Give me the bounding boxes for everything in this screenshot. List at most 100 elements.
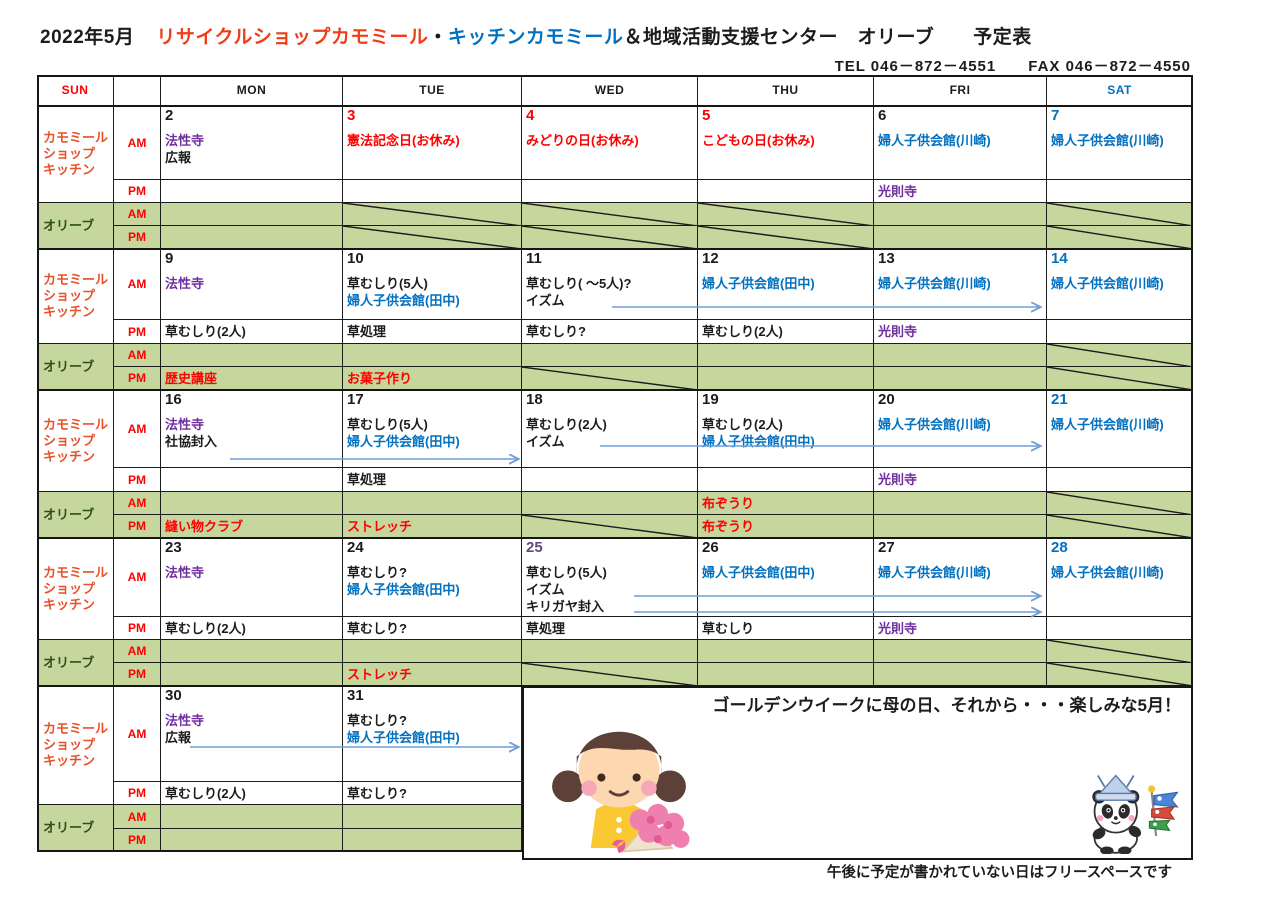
olive-am-cell-thu-w2 [698, 344, 874, 367]
pm-cell-tue-w4: 草むしり? [343, 617, 522, 640]
day-number: 30 [165, 687, 182, 704]
am-entry: 婦人子供会館(田中) [702, 565, 815, 580]
am-label-w5: AM [114, 686, 161, 782]
am-cell-wed-w2: 11 草むしり( ～5人)? イズム [522, 249, 698, 320]
day-number: 5 [702, 107, 711, 124]
pm-cell-thu-w1 [698, 180, 874, 203]
day-number: 11 [526, 250, 542, 267]
week-separator-line [37, 389, 1193, 391]
day-number: 23 [165, 539, 182, 556]
olive-row-label-w3: オリーブ [37, 492, 114, 538]
header-ampm [114, 75, 161, 106]
am-entry: 草むしり( ～5人)? [526, 276, 632, 291]
olive-am-cell-fri-w3 [874, 492, 1047, 515]
day-number: 28 [1051, 539, 1068, 556]
closed-diagonal [1047, 226, 1192, 248]
pm-entry: 光則寺 [878, 183, 918, 199]
day-number: 7 [1051, 107, 1060, 124]
olive-row-label-w5: オリーブ [37, 805, 114, 852]
day-number: 24 [347, 539, 364, 556]
olive-pm-cell-thu-w2 [698, 367, 874, 390]
olive-am-cell-tue-w3 [343, 492, 522, 515]
pm-entry: 草むしり(2人) [165, 620, 246, 636]
week-separator-line [37, 537, 1193, 539]
title-dot: ・ [428, 27, 448, 48]
am-cell-fri-w3: 20 婦人子供会館(川崎) [874, 390, 1047, 468]
pm-entry: 光則寺 [878, 620, 918, 636]
olive-am-cell-tue-w2 [343, 344, 522, 367]
title-rest: ＆地域活動支援センター オリーブ 予定表 [623, 27, 1032, 48]
olive-pm-cell-wed-w2 [522, 367, 698, 390]
olive-pm-cell-mon-w4 [161, 663, 343, 686]
am-cell-fri-w1: 6 婦人子供会館(川崎) [874, 106, 1047, 180]
pm-cell-tue-w1 [343, 180, 522, 203]
olive-am-cell-tue-w4 [343, 640, 522, 663]
page-title: 2022年5月 リサイクルショップカモミール・キッチンカモミール＆地域活動支援セン… [40, 22, 1032, 49]
pm-entry: 草処理 [347, 324, 387, 339]
am-entry: 広報 [165, 730, 192, 745]
title-yearmonth: 2022年5月 [40, 27, 135, 48]
am-cell-mon-w2: 9 法性寺 [161, 249, 343, 320]
am-cell-mon-w4: 23 法性寺 [161, 538, 343, 617]
am-entry: イズム [526, 434, 565, 449]
week-separator-line [37, 105, 1193, 107]
panda-with-kabuto-helmet-and-koinobori-illustration [1092, 774, 1179, 854]
am-cell-tue-w3: 17 草むしり(5人) 婦人子供会館(田中) [343, 390, 522, 468]
olive-pm-cell-mon-w1 [161, 226, 343, 249]
am-entry: イズム [526, 582, 565, 597]
pm-entry: 草むしり(2人) [702, 324, 783, 339]
olive-am-cell-thu-w4 [698, 640, 874, 663]
pm-label-w4: PM [114, 617, 161, 640]
am-cell-sat-w2: 14 婦人子供会館(川崎) [1047, 249, 1193, 320]
am-entry: 法性寺 [165, 417, 205, 432]
day-number: 27 [878, 539, 895, 556]
pm-entry: 草むしり? [347, 620, 407, 636]
am-label-w1: AM [114, 106, 161, 180]
kamomile-row-label-w3: カモミール ショップ キッチン [37, 390, 114, 492]
am-cell-thu-w3: 19 草むしり(2人) 婦人子供会館(田中) [698, 390, 874, 468]
olive-pm-cell-fri-w2 [874, 367, 1047, 390]
title-shop-name: リサイクルショップカモミール [156, 27, 429, 48]
olive-am-cell-sat-w2 [1047, 344, 1193, 367]
olive-pm-cell-sat-w2 [1047, 367, 1193, 390]
olive-pm-cell-fri-w3 [874, 515, 1047, 538]
footer-illustration-box: ゴールデンウイークに母の日、それから・・・楽しみな5月！ [522, 686, 1193, 860]
olive-pm-entry: ストレッチ [347, 666, 413, 682]
pm-cell-mon-w2: 草むしり(2人) [161, 320, 343, 344]
day-number: 26 [702, 539, 719, 556]
olive-pm-cell-sat-w1 [1047, 226, 1193, 249]
am-entry: 婦人子供会館(川崎) [878, 417, 991, 432]
olive-am-cell-mon-w4 [161, 640, 343, 663]
am-entry: 法性寺 [165, 276, 205, 291]
olive-am-label-w1: AM [114, 203, 161, 226]
pm-entry: 光則寺 [878, 324, 918, 339]
day-number: 6 [878, 107, 887, 124]
olive-am-cell-sat-w3 [1047, 492, 1193, 515]
header-tue: TUE [343, 75, 522, 106]
pm-cell-mon-w4: 草むしり(2人) [161, 617, 343, 640]
am-cell-wed-w4: 25 草むしり(5人) イズム キリガヤ封入 [522, 538, 698, 617]
pm-entry: 草むしり? [526, 324, 586, 339]
header-sun: SUN [37, 75, 114, 106]
closed-diagonal [522, 515, 696, 537]
olive-pm-cell-tue-w3: ストレッチ [343, 515, 522, 538]
olive-pm-label-w1: PM [114, 226, 161, 249]
pm-entry: 草処理 [526, 620, 566, 636]
olive-am-cell-mon-w2 [161, 344, 343, 367]
olive-pm-entry: 歴史講座 [165, 370, 218, 386]
olive-pm-cell-mon-w3: 縫い物クラブ [161, 515, 343, 538]
pm-cell-sat-w3 [1047, 468, 1193, 492]
pm-label-w2: PM [114, 320, 161, 344]
closed-diagonal [1047, 367, 1192, 389]
pm-cell-wed-w4: 草処理 [522, 617, 698, 640]
day-number: 25 [526, 539, 543, 556]
am-label-w4: AM [114, 538, 161, 617]
olive-am-cell-thu-w3: 布ぞうり [698, 492, 874, 515]
pm-cell-fri-w1: 光則寺 [874, 180, 1047, 203]
pm-entry: 光則寺 [878, 472, 918, 487]
pm-label-w5: PM [114, 782, 161, 805]
day-number: 19 [702, 391, 719, 408]
olive-am-cell-sat-w1 [1047, 203, 1193, 226]
olive-pm-label-w5: PM [114, 829, 161, 852]
